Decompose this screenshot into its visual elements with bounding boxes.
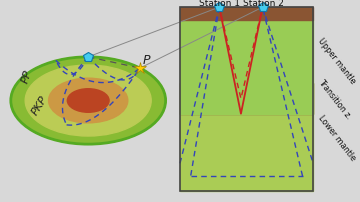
Bar [180, 21, 313, 114]
Bar [180, 84, 313, 114]
Text: P: P [142, 54, 150, 67]
Circle shape [49, 79, 128, 123]
Text: PP: PP [20, 68, 33, 84]
Bar [180, 8, 313, 21]
Circle shape [25, 66, 151, 136]
Text: Transition z.: Transition z. [316, 77, 353, 121]
Circle shape [11, 58, 166, 144]
Bar [180, 84, 313, 191]
Circle shape [67, 89, 109, 113]
Text: Station 1: Station 1 [199, 0, 240, 8]
Text: Lower mantle: Lower mantle [316, 113, 357, 162]
Bar [180, 8, 313, 191]
Text: PKP: PKP [30, 93, 49, 116]
Text: Station 2: Station 2 [243, 0, 284, 8]
Text: Upper mantle: Upper mantle [316, 37, 357, 86]
